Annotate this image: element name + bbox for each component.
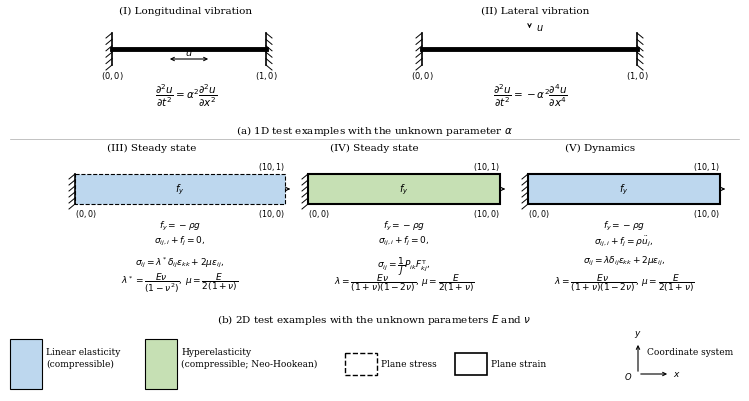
Text: $u$: $u$ (185, 48, 193, 58)
Text: $\lambda=\dfrac{E\nu}{(1+\nu)(1-2\nu)},\,\mu=\dfrac{E}{2(1+\nu)}$: $\lambda=\dfrac{E\nu}{(1+\nu)(1-2\nu)},\… (333, 271, 474, 293)
Text: $\dfrac{\partial^2 u}{\partial t^2}=-\alpha^2\dfrac{\partial^4 u}{\partial x^4}$: $\dfrac{\partial^2 u}{\partial t^2}=-\al… (493, 82, 568, 109)
Text: Plane stress: Plane stress (381, 360, 437, 369)
Text: $(0, 0)$: $(0, 0)$ (528, 207, 550, 219)
Bar (10, 339, 42, 389)
Text: (V) Dynamics: (V) Dynamics (565, 144, 635, 153)
Text: $\sigma_{ij}=\dfrac{1}{J}P_{ik}F_{kj}^{\mathrm{T}},$: $\sigma_{ij}=\dfrac{1}{J}P_{ik}F_{kj}^{\… (377, 254, 431, 277)
Text: $f_y=-\rho g$: $f_y=-\rho g$ (603, 219, 645, 233)
Text: $(10, 1)$: $(10, 1)$ (258, 160, 285, 172)
Text: $\sigma_{ij,i}+f_j=0,$: $\sigma_{ij,i}+f_j=0,$ (154, 235, 206, 247)
Bar (345, 353, 377, 375)
Text: (b) 2D test examples with the unknown parameters $E$ and $\nu$: (b) 2D test examples with the unknown pa… (217, 312, 531, 326)
Bar (75, 174, 285, 205)
Text: $O$: $O$ (624, 370, 632, 381)
Text: $u$: $u$ (536, 23, 543, 33)
Text: $f_y$: $f_y$ (175, 182, 185, 197)
Bar (145, 339, 177, 389)
Text: $f_y=-\rho g$: $f_y=-\rho g$ (159, 219, 201, 233)
Text: $x$: $x$ (673, 370, 681, 379)
Text: Hyperelasticity: Hyperelasticity (181, 347, 251, 356)
Text: (III) Steady state: (III) Steady state (107, 144, 197, 153)
Text: $(10, 0)$: $(10, 0)$ (693, 207, 720, 219)
Text: $(0, 0)$: $(0, 0)$ (410, 70, 434, 82)
Text: (compressible): (compressible) (46, 359, 114, 368)
Text: (compressible; Neo-Hookean): (compressible; Neo-Hookean) (181, 359, 318, 368)
Bar (455, 353, 487, 375)
Text: $\sigma_{ij}=\lambda^*\delta_{ij}\varepsilon_{kk}+2\mu\varepsilon_{ij},$: $\sigma_{ij}=\lambda^*\delta_{ij}\vareps… (136, 254, 225, 269)
Text: $\sigma_{ij,i}+f_j=0,$: $\sigma_{ij,i}+f_j=0,$ (378, 235, 430, 247)
Text: $(1, 0)$: $(1, 0)$ (625, 70, 649, 82)
Text: (II) Lateral vibration: (II) Lateral vibration (481, 7, 589, 16)
Text: $f_y$: $f_y$ (619, 182, 628, 197)
Text: $(10, 0)$: $(10, 0)$ (473, 207, 500, 219)
Text: (I) Longitudinal vibration: (I) Longitudinal vibration (119, 7, 252, 16)
Text: $(0, 0)$: $(0, 0)$ (308, 207, 330, 219)
Text: $f_y=-\rho g$: $f_y=-\rho g$ (383, 219, 425, 233)
Bar (528, 174, 720, 205)
Text: $\lambda=\dfrac{E\nu}{(1+\nu)(1-2\nu)},\,\mu=\dfrac{E}{2(1+\nu)}$: $\lambda=\dfrac{E\nu}{(1+\nu)(1-2\nu)},\… (554, 271, 694, 293)
Text: $\dfrac{\partial^2 u}{\partial t^2}=\alpha^2\dfrac{\partial^2 u}{\partial x^2}$: $\dfrac{\partial^2 u}{\partial t^2}=\alp… (155, 82, 217, 109)
Text: Plane strain: Plane strain (491, 360, 546, 369)
Text: (IV) Steady state: (IV) Steady state (330, 144, 418, 153)
Text: $\sigma_{ij,i}+f_j=\rho\ddot{u}_j,$: $\sigma_{ij,i}+f_j=\rho\ddot{u}_j,$ (595, 235, 654, 249)
Text: $(10, 1)$: $(10, 1)$ (473, 160, 500, 172)
Text: $f_y$: $f_y$ (399, 182, 409, 197)
Bar (308, 174, 500, 205)
Text: $(0, 0)$: $(0, 0)$ (100, 70, 124, 82)
Text: $\sigma_{ij}=\lambda\delta_{ij}\varepsilon_{kk}+2\mu\varepsilon_{ij},$: $\sigma_{ij}=\lambda\delta_{ij}\varepsil… (583, 254, 665, 267)
Text: $(10, 0)$: $(10, 0)$ (258, 207, 285, 219)
Text: Linear elasticity: Linear elasticity (46, 347, 121, 356)
Text: $y$: $y$ (634, 328, 642, 339)
Text: $(0, 0)$: $(0, 0)$ (75, 207, 97, 219)
Text: (a) 1D test examples with the unknown parameter $\alpha$: (a) 1D test examples with the unknown pa… (235, 124, 512, 138)
Text: $(10, 1)$: $(10, 1)$ (693, 160, 720, 172)
Text: Coordinate system: Coordinate system (647, 347, 733, 356)
Text: $\lambda^*=\dfrac{E\nu}{(1-\nu^2)},\,\mu=\dfrac{E}{2(1+\nu)}$: $\lambda^*=\dfrac{E\nu}{(1-\nu^2)},\,\mu… (121, 271, 239, 294)
Text: $(1, 0)$: $(1, 0)$ (255, 70, 277, 82)
